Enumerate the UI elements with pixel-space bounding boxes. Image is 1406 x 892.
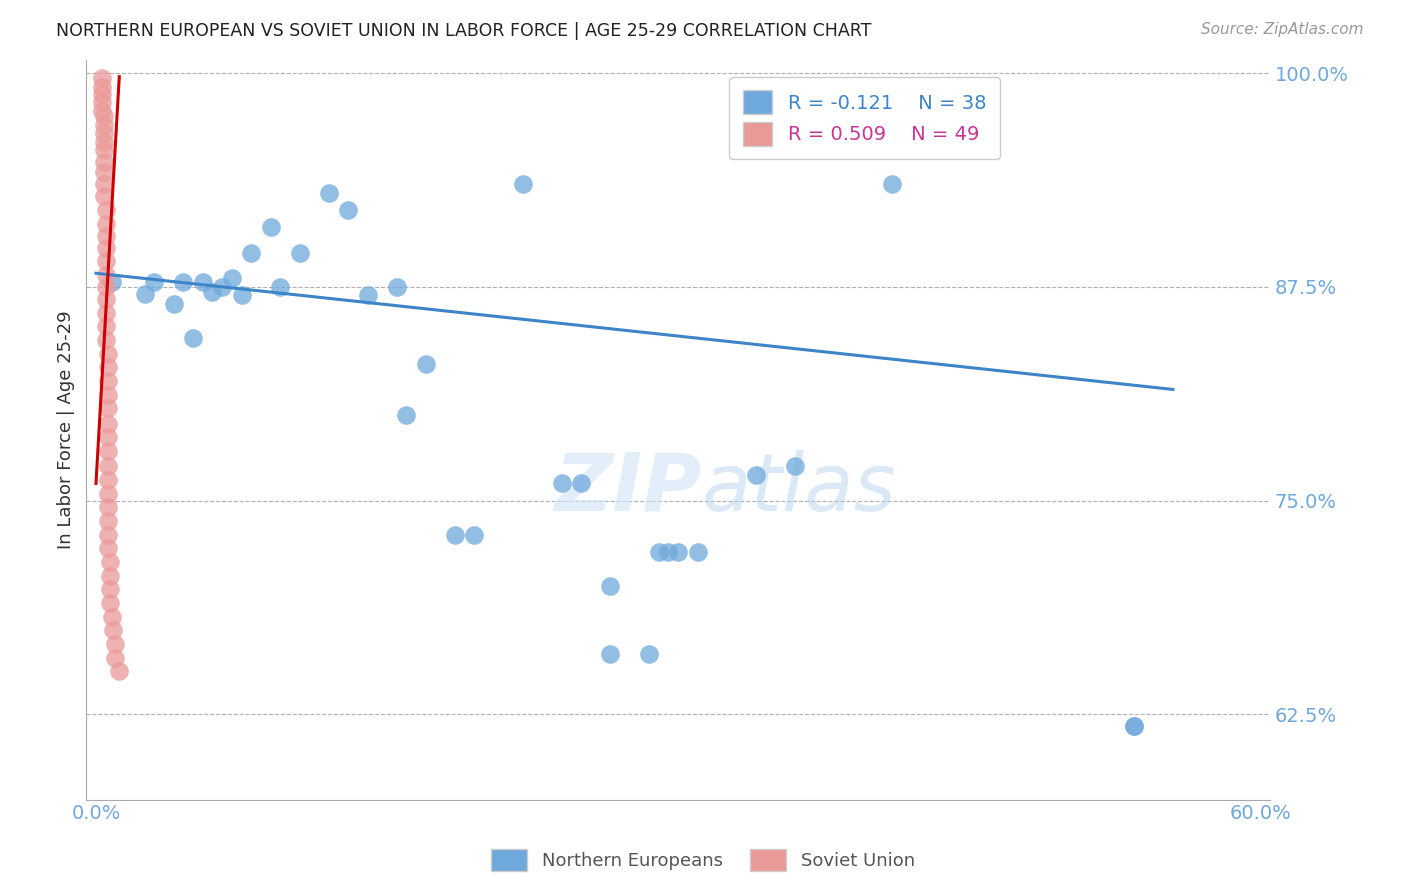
Point — [880, 178, 903, 192]
Point — [97, 500, 120, 515]
Point — [97, 527, 120, 541]
Point — [97, 514, 120, 528]
Point — [93, 165, 115, 179]
Point — [104, 637, 127, 651]
Point — [638, 648, 661, 662]
Point — [599, 579, 621, 593]
Point — [103, 624, 125, 638]
Text: ZIP: ZIP — [554, 450, 702, 528]
Point — [93, 118, 115, 132]
Point — [97, 541, 120, 556]
Point — [93, 109, 115, 123]
Point — [172, 275, 194, 289]
Point — [90, 95, 112, 110]
Text: atlas: atlas — [702, 450, 897, 528]
Point — [318, 186, 340, 200]
Point — [94, 305, 117, 319]
Point — [97, 346, 120, 360]
Point — [657, 545, 679, 559]
Point — [1123, 719, 1146, 733]
Point — [97, 486, 120, 500]
Point — [666, 545, 689, 559]
Point — [385, 280, 408, 294]
Point — [104, 650, 127, 665]
Point — [94, 280, 117, 294]
Point — [94, 217, 117, 231]
Point — [100, 275, 122, 289]
Point — [93, 155, 115, 169]
Point — [97, 360, 120, 375]
Point — [98, 582, 121, 597]
Point — [94, 202, 117, 217]
Point — [94, 228, 117, 243]
Point — [512, 178, 534, 192]
Point — [444, 527, 467, 541]
Point — [599, 648, 621, 662]
Point — [90, 79, 112, 94]
Point — [90, 71, 112, 86]
Point — [94, 254, 117, 268]
Point — [356, 288, 378, 302]
Point — [94, 268, 117, 282]
Point — [94, 292, 117, 306]
Point — [415, 357, 437, 371]
Point — [108, 665, 131, 679]
Point — [100, 609, 122, 624]
Point — [97, 401, 120, 416]
Point — [463, 527, 485, 541]
Point — [94, 241, 117, 255]
Point — [98, 596, 121, 610]
Point — [97, 430, 120, 444]
Point — [93, 135, 115, 149]
Y-axis label: In Labor Force | Age 25-29: In Labor Force | Age 25-29 — [58, 310, 75, 549]
Point — [181, 331, 204, 345]
Point — [93, 143, 115, 157]
Point — [288, 245, 311, 260]
Point — [93, 189, 115, 203]
Point — [240, 245, 263, 260]
Point — [551, 476, 574, 491]
Point — [97, 417, 120, 431]
Point — [745, 467, 768, 482]
Point — [231, 288, 253, 302]
Point — [90, 87, 112, 101]
Point — [97, 459, 120, 474]
Point — [686, 545, 709, 559]
Point — [90, 103, 112, 118]
Point — [134, 286, 156, 301]
Legend: R = -0.121    N = 38, R = 0.509    N = 49: R = -0.121 N = 38, R = 0.509 N = 49 — [730, 77, 1000, 159]
Text: NORTHERN EUROPEAN VS SOVIET UNION IN LABOR FORCE | AGE 25-29 CORRELATION CHART: NORTHERN EUROPEAN VS SOVIET UNION IN LAB… — [56, 22, 872, 40]
Point — [395, 408, 418, 422]
Point — [221, 271, 243, 285]
Text: Source: ZipAtlas.com: Source: ZipAtlas.com — [1201, 22, 1364, 37]
Point — [648, 545, 671, 559]
Point — [259, 220, 281, 235]
Point — [143, 275, 166, 289]
Point — [98, 555, 121, 569]
Legend: Northern Europeans, Soviet Union: Northern Europeans, Soviet Union — [484, 842, 922, 879]
Point — [97, 473, 120, 487]
Point — [191, 275, 214, 289]
Point — [337, 202, 360, 217]
Point — [93, 126, 115, 140]
Point — [269, 280, 291, 294]
Point — [1123, 719, 1146, 733]
Point — [783, 459, 806, 474]
Point — [94, 333, 117, 347]
Point — [211, 280, 233, 294]
Point — [162, 297, 184, 311]
Point — [569, 476, 592, 491]
Point — [97, 374, 120, 388]
Point — [94, 319, 117, 334]
Point — [97, 444, 120, 458]
Point — [97, 387, 120, 401]
Point — [201, 285, 224, 299]
Point — [93, 178, 115, 192]
Point — [98, 568, 121, 582]
